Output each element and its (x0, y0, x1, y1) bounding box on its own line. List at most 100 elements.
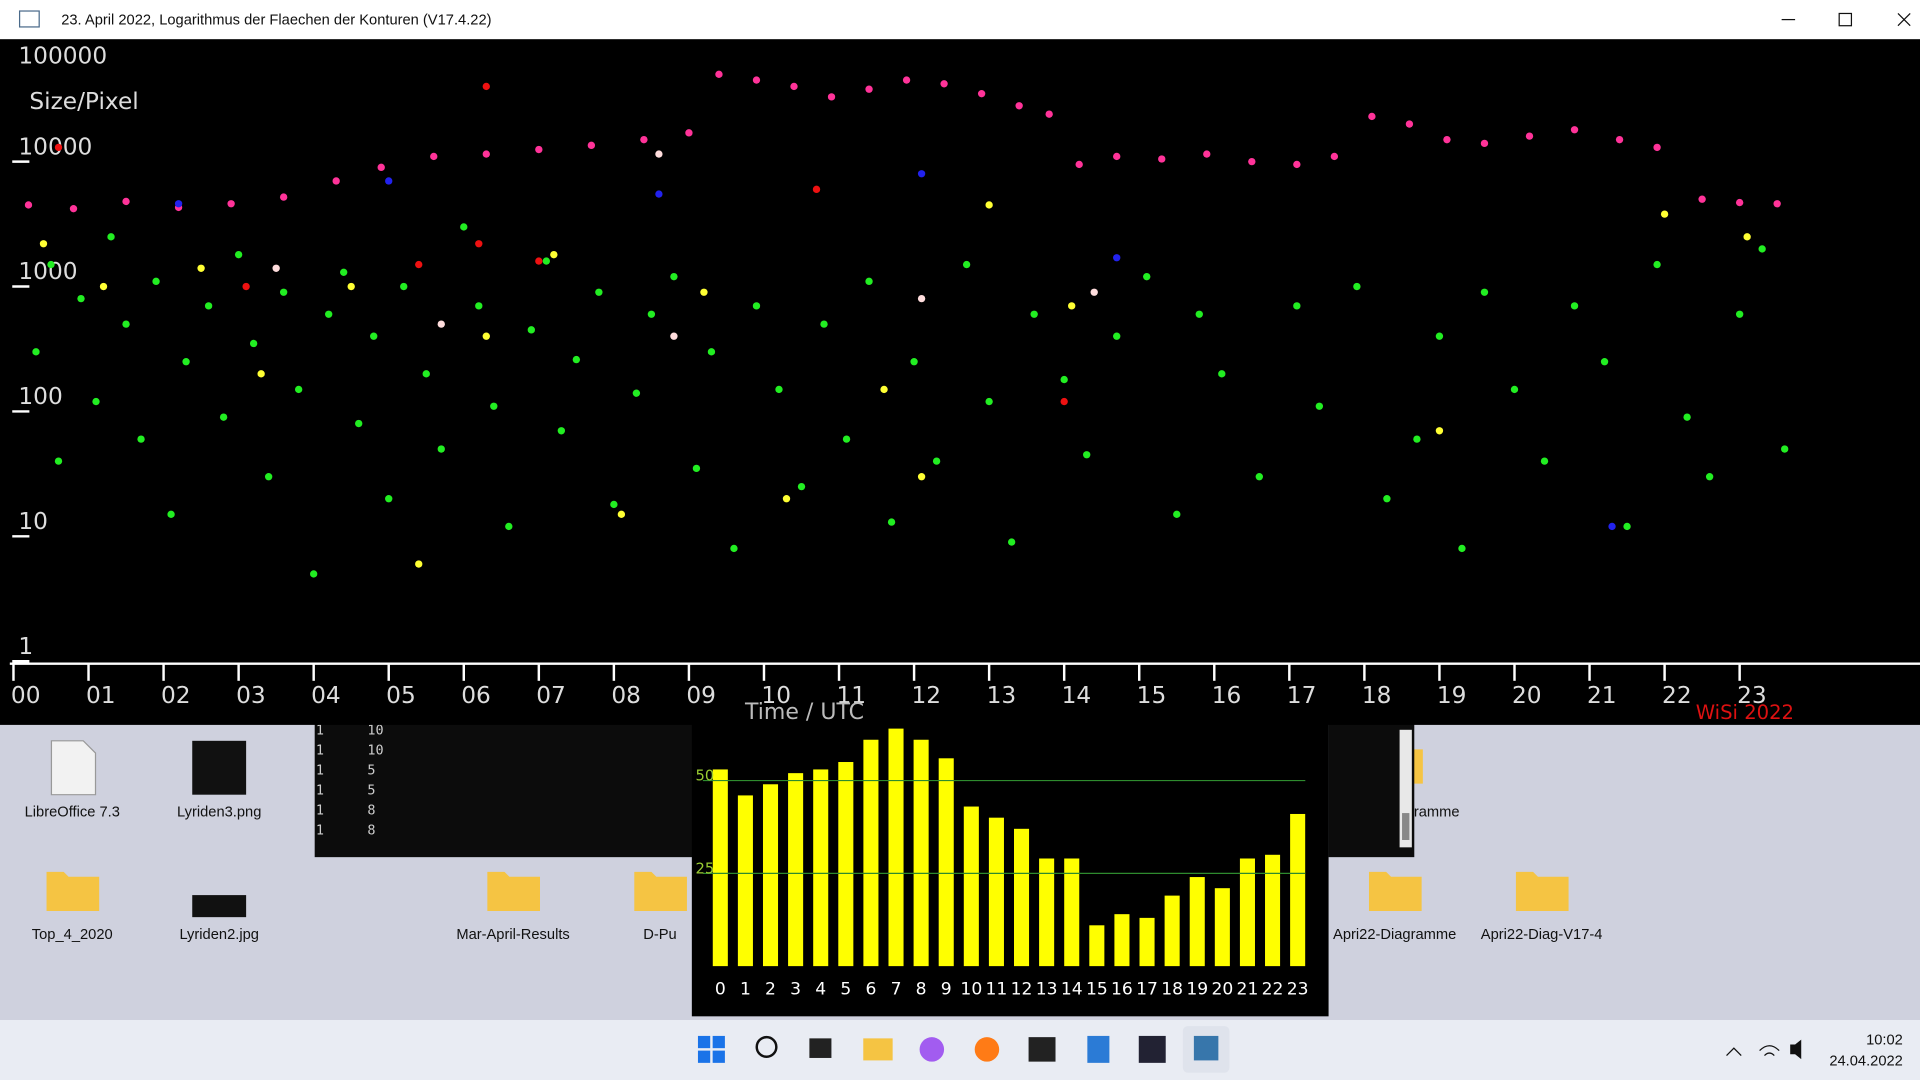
desktop-icons: LibreOffice 7.3 Lyriden3.png Top_4_2020 … (25, 740, 1603, 943)
data-point (730, 544, 738, 553)
data-point (1248, 157, 1256, 166)
data-point (1113, 152, 1121, 161)
desktop-icon[interactable]: Apri22-Diag-V17-4 (1481, 871, 1603, 943)
data-point (595, 288, 603, 296)
window-title: 23. April 2022, Logarithmus der Flaechen… (61, 12, 491, 28)
y-axis-label: Size/Pixel (29, 88, 138, 115)
terminal-cell: 1 (316, 804, 324, 819)
data-point (505, 522, 513, 531)
data-point (797, 482, 806, 491)
taskbar: 10:02 24.04.2022 (0, 1020, 1920, 1080)
data-point (1045, 110, 1053, 118)
bar (988, 817, 1004, 967)
data-point (385, 177, 393, 185)
app-button[interactable] (919, 1037, 945, 1062)
data-point (167, 510, 175, 519)
wifi-icon[interactable] (1759, 1045, 1780, 1056)
x-tick-label: 23 (1287, 979, 1309, 999)
start-button[interactable] (697, 1035, 725, 1063)
data-point (490, 402, 498, 410)
data-point (69, 205, 78, 213)
data-point (325, 310, 333, 318)
search-button[interactable] (755, 1035, 778, 1058)
terminal-cell: 1 (316, 784, 324, 799)
data-point (1007, 538, 1016, 546)
annotation: WiSi 2022 (1696, 701, 1794, 724)
task-view-button[interactable] (809, 1038, 832, 1058)
data-point (1083, 451, 1091, 459)
desktop-icon[interactable]: LibreOffice 7.3 (25, 740, 120, 821)
data-point (557, 427, 566, 435)
y-tick-label: 10 (18, 508, 48, 535)
close-button[interactable] (1897, 13, 1911, 27)
desktop-icon[interactable]: Mar-April-Results (456, 871, 570, 943)
data-point (1413, 435, 1421, 443)
data-point (700, 288, 708, 296)
x-tick-label: 00 (11, 682, 41, 709)
clock-time[interactable]: 10:02 (1866, 1032, 1903, 1048)
x-tick-label: 03 (236, 682, 266, 709)
bar (1139, 917, 1155, 967)
desktop-icon[interactable]: D-Pu (634, 871, 687, 943)
data-point (865, 85, 873, 93)
x-tick-label: 13 (987, 682, 1017, 709)
clock-date[interactable]: 24.04.2022 (1829, 1053, 1903, 1069)
bar-chart-window: 0 1 2 3 4 5 6 7 8 9 10 11 12 13 14 15 16 17 18 19 20 21 22 2325… (691, 722, 1329, 1017)
desktop-icon[interactable]: Apri22-Diagramme (1333, 871, 1456, 943)
data-point (1653, 143, 1661, 152)
x-tick-label: 20 (1512, 682, 1542, 709)
bar (1114, 914, 1130, 967)
data-point (1293, 302, 1301, 310)
icon-label: D-Pu (643, 927, 676, 943)
data-point (279, 193, 288, 201)
bar (938, 758, 954, 967)
data-point (152, 277, 160, 286)
x-tick-label: 16 (1212, 682, 1242, 709)
main-window: 23. April 2022, Logarithmus der Flaechen… (0, 0, 1920, 725)
data-point (1068, 302, 1076, 310)
data-point (92, 397, 100, 406)
data-point (842, 435, 851, 443)
data-point (99, 282, 108, 291)
bar (1265, 854, 1281, 967)
desktop-icon[interactable]: Top_4_2020 (32, 871, 113, 943)
x-tick-label: 6 (865, 979, 876, 999)
data-point (204, 302, 213, 310)
data-point (1158, 155, 1166, 163)
data-point (1525, 132, 1534, 140)
data-point (1368, 112, 1376, 121)
data-point (1315, 402, 1324, 410)
data-point (1608, 522, 1616, 531)
terminal-cell: 10 (367, 744, 383, 759)
explorer-button[interactable] (863, 1038, 893, 1061)
terminal-button[interactable] (1028, 1037, 1056, 1062)
notepad-button[interactable] (1087, 1035, 1110, 1063)
desktop-icon[interactable]: Lyriden2.jpg (179, 895, 259, 943)
python-button[interactable] (1193, 1035, 1219, 1061)
firefox-button[interactable] (974, 1037, 1000, 1062)
tray-overflow[interactable] (1726, 1047, 1742, 1056)
data-point (182, 358, 190, 366)
bar (1239, 858, 1255, 967)
data-point (370, 332, 378, 340)
data-point (707, 348, 716, 356)
data-point (940, 80, 948, 88)
icon-label: ramme (1414, 805, 1460, 821)
x-tick-label: 12 (1011, 979, 1033, 999)
icon-label: Apri22-Diagramme (1333, 927, 1456, 943)
maximize-button[interactable] (1838, 12, 1853, 27)
desktop-icon[interactable]: Lyriden3.png (177, 740, 261, 821)
x-tick-label: 14 (1061, 979, 1083, 999)
data-point (310, 570, 318, 578)
window-background (691, 722, 1329, 1017)
data-point (812, 185, 821, 194)
scrollbar-thumb[interactable] (1402, 813, 1410, 840)
data-point (1435, 427, 1444, 435)
icon-label: Apri22-Diag-V17-4 (1481, 927, 1603, 943)
app-button[interactable] (1138, 1035, 1166, 1063)
terminal-cell: 10 (367, 724, 383, 739)
data-point (962, 260, 971, 269)
x-tick-label: 02 (161, 682, 191, 709)
data-point (820, 320, 828, 328)
